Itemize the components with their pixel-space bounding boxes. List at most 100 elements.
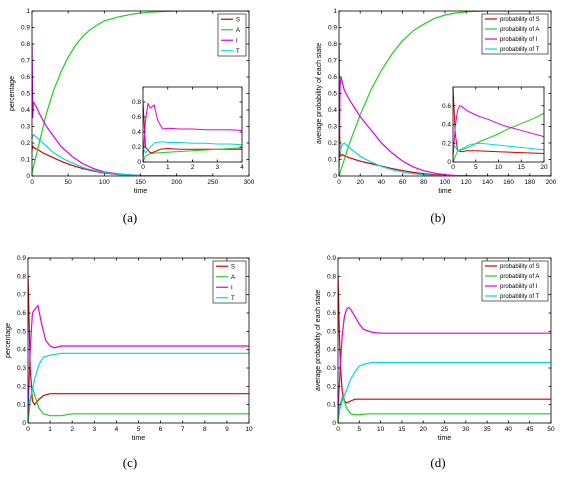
y-tick-label: 0.3	[21, 124, 30, 131]
x-tick-label: 50	[65, 179, 73, 186]
legend-label: T	[231, 296, 235, 302]
series-line	[338, 276, 551, 404]
y-tick-label: 0	[332, 420, 336, 427]
series-line	[453, 87, 544, 155]
y-tick-label: 0.5	[328, 91, 337, 98]
y-tick-label: 0.3	[17, 365, 26, 372]
x-tick-label: 150	[135, 179, 146, 186]
x-tick-label: 50	[547, 426, 555, 433]
y-tick-label: 0.2	[132, 144, 141, 151]
x-tick-label: 6	[159, 426, 163, 433]
series-line	[28, 304, 249, 414]
series-line	[143, 141, 242, 154]
legend-label: probability of T	[500, 47, 540, 53]
panel-caption: (b)	[430, 210, 445, 225]
y-tick-label: 0	[137, 159, 141, 166]
y-tick-label: 0.3	[327, 365, 336, 372]
x-tick-label: 20	[357, 179, 365, 186]
x-tick-label: 4	[115, 426, 119, 433]
y-tick-label: 0.5	[17, 328, 26, 335]
x-tick-label: 300	[244, 179, 255, 186]
x-tick-label: 0	[26, 426, 30, 433]
legend-label: probability of S	[500, 17, 540, 23]
legend-label: S	[231, 264, 235, 270]
x-tick-label: 3	[215, 164, 219, 171]
legend-label: A	[231, 275, 235, 281]
legend-box	[212, 260, 247, 304]
x-tick-label: 40	[505, 426, 513, 433]
x-tick-label: 15	[398, 426, 406, 433]
x-tick-label: 200	[171, 179, 182, 186]
legend-label: S	[236, 17, 240, 23]
y-tick-label: 0.1	[21, 157, 30, 164]
y-tick-label: 0.3	[328, 124, 337, 131]
y-tick-label: 0.2	[328, 140, 337, 147]
y-tick-label: 0	[26, 173, 30, 180]
y-tick-label: 0.6	[442, 103, 451, 110]
panel-caption: (a)	[123, 210, 137, 225]
series-group	[143, 101, 242, 162]
x-axis-label: time	[438, 435, 451, 442]
x-tick-label: 0	[451, 164, 455, 171]
y-tick-label: 0.4	[17, 347, 26, 354]
x-tick-label: 5	[357, 426, 361, 433]
y-axis-label: percentage	[9, 76, 16, 111]
y-tick-label: 0.9	[17, 255, 26, 262]
inset-plot: 0 1 2 3 4 0 0.2 0.4 0.6 0.8	[132, 86, 244, 171]
x-tick-label: 100	[440, 179, 451, 186]
x-tick-label: 100	[99, 179, 110, 186]
series-line	[143, 101, 242, 160]
y-tick-label: 0	[22, 420, 26, 427]
x-tick-label: 4	[240, 164, 244, 171]
y-tick-label: 0.4	[442, 122, 451, 129]
x-tick-label: 45	[526, 426, 534, 433]
x-tick-label: 2	[70, 426, 74, 433]
y-tick-label: 0.4	[21, 107, 30, 114]
x-tick-label: 9	[225, 426, 229, 433]
series-line	[28, 386, 249, 423]
series-line	[32, 11, 249, 173]
legend-label: probability of A	[500, 27, 539, 33]
x-tick-label: 250	[207, 179, 218, 186]
x-tick-label: 120	[461, 179, 472, 186]
x-axis-label: time	[438, 188, 451, 195]
x-tick-label: 10	[495, 164, 503, 171]
y-tick-label: 0.6	[328, 74, 337, 81]
legend-label: probability of S	[500, 264, 540, 270]
y-tick-label: 0.7	[328, 58, 337, 65]
y-tick-label: 0.5	[327, 328, 336, 335]
x-tick-label: 20	[540, 164, 548, 171]
legend-label: probability of T	[500, 294, 540, 300]
x-tick-label: 80	[420, 179, 428, 186]
y-tick-label: 0.7	[17, 292, 26, 299]
series-line	[32, 133, 213, 176]
y-tick-label: 0.6	[132, 114, 141, 121]
series-line	[338, 395, 551, 423]
y-tick-label: 0.4	[328, 107, 337, 114]
series-line	[453, 105, 544, 158]
y-tick-label: 0.9	[21, 25, 30, 32]
series-line	[28, 276, 249, 406]
series-line	[339, 11, 551, 176]
y-tick-label: 0.2	[21, 140, 30, 147]
series-group	[32, 11, 249, 176]
y-tick-label: 1	[333, 8, 337, 15]
x-tick-label: 0	[141, 164, 145, 171]
y-tick-label: 0.2	[442, 140, 451, 147]
x-tick-label: 0	[336, 426, 340, 433]
plot-panel: 0 1 2 3 4 5 6 7 8 9 10 0 0.1 0.2 0.3 0.4 0.5 0.6 0.7 0.8 0.9…	[5, 255, 253, 442]
series-line	[453, 142, 544, 152]
series-line	[338, 306, 551, 414]
legend: probability of S probability of A probabil…	[481, 260, 549, 302]
x-tick-label: 0	[30, 179, 34, 186]
x-tick-label: 10	[377, 426, 385, 433]
plot-panel: 0 20 40 60 80 100 120 140 160 180 20000.10.20.30.4…	[316, 8, 557, 195]
x-tick-label: 40	[378, 179, 386, 186]
x-tick-label: 60	[399, 179, 407, 186]
legend-label: probability of A	[500, 274, 539, 280]
series-line	[28, 352, 249, 405]
legend-label: probability of I	[500, 37, 538, 43]
